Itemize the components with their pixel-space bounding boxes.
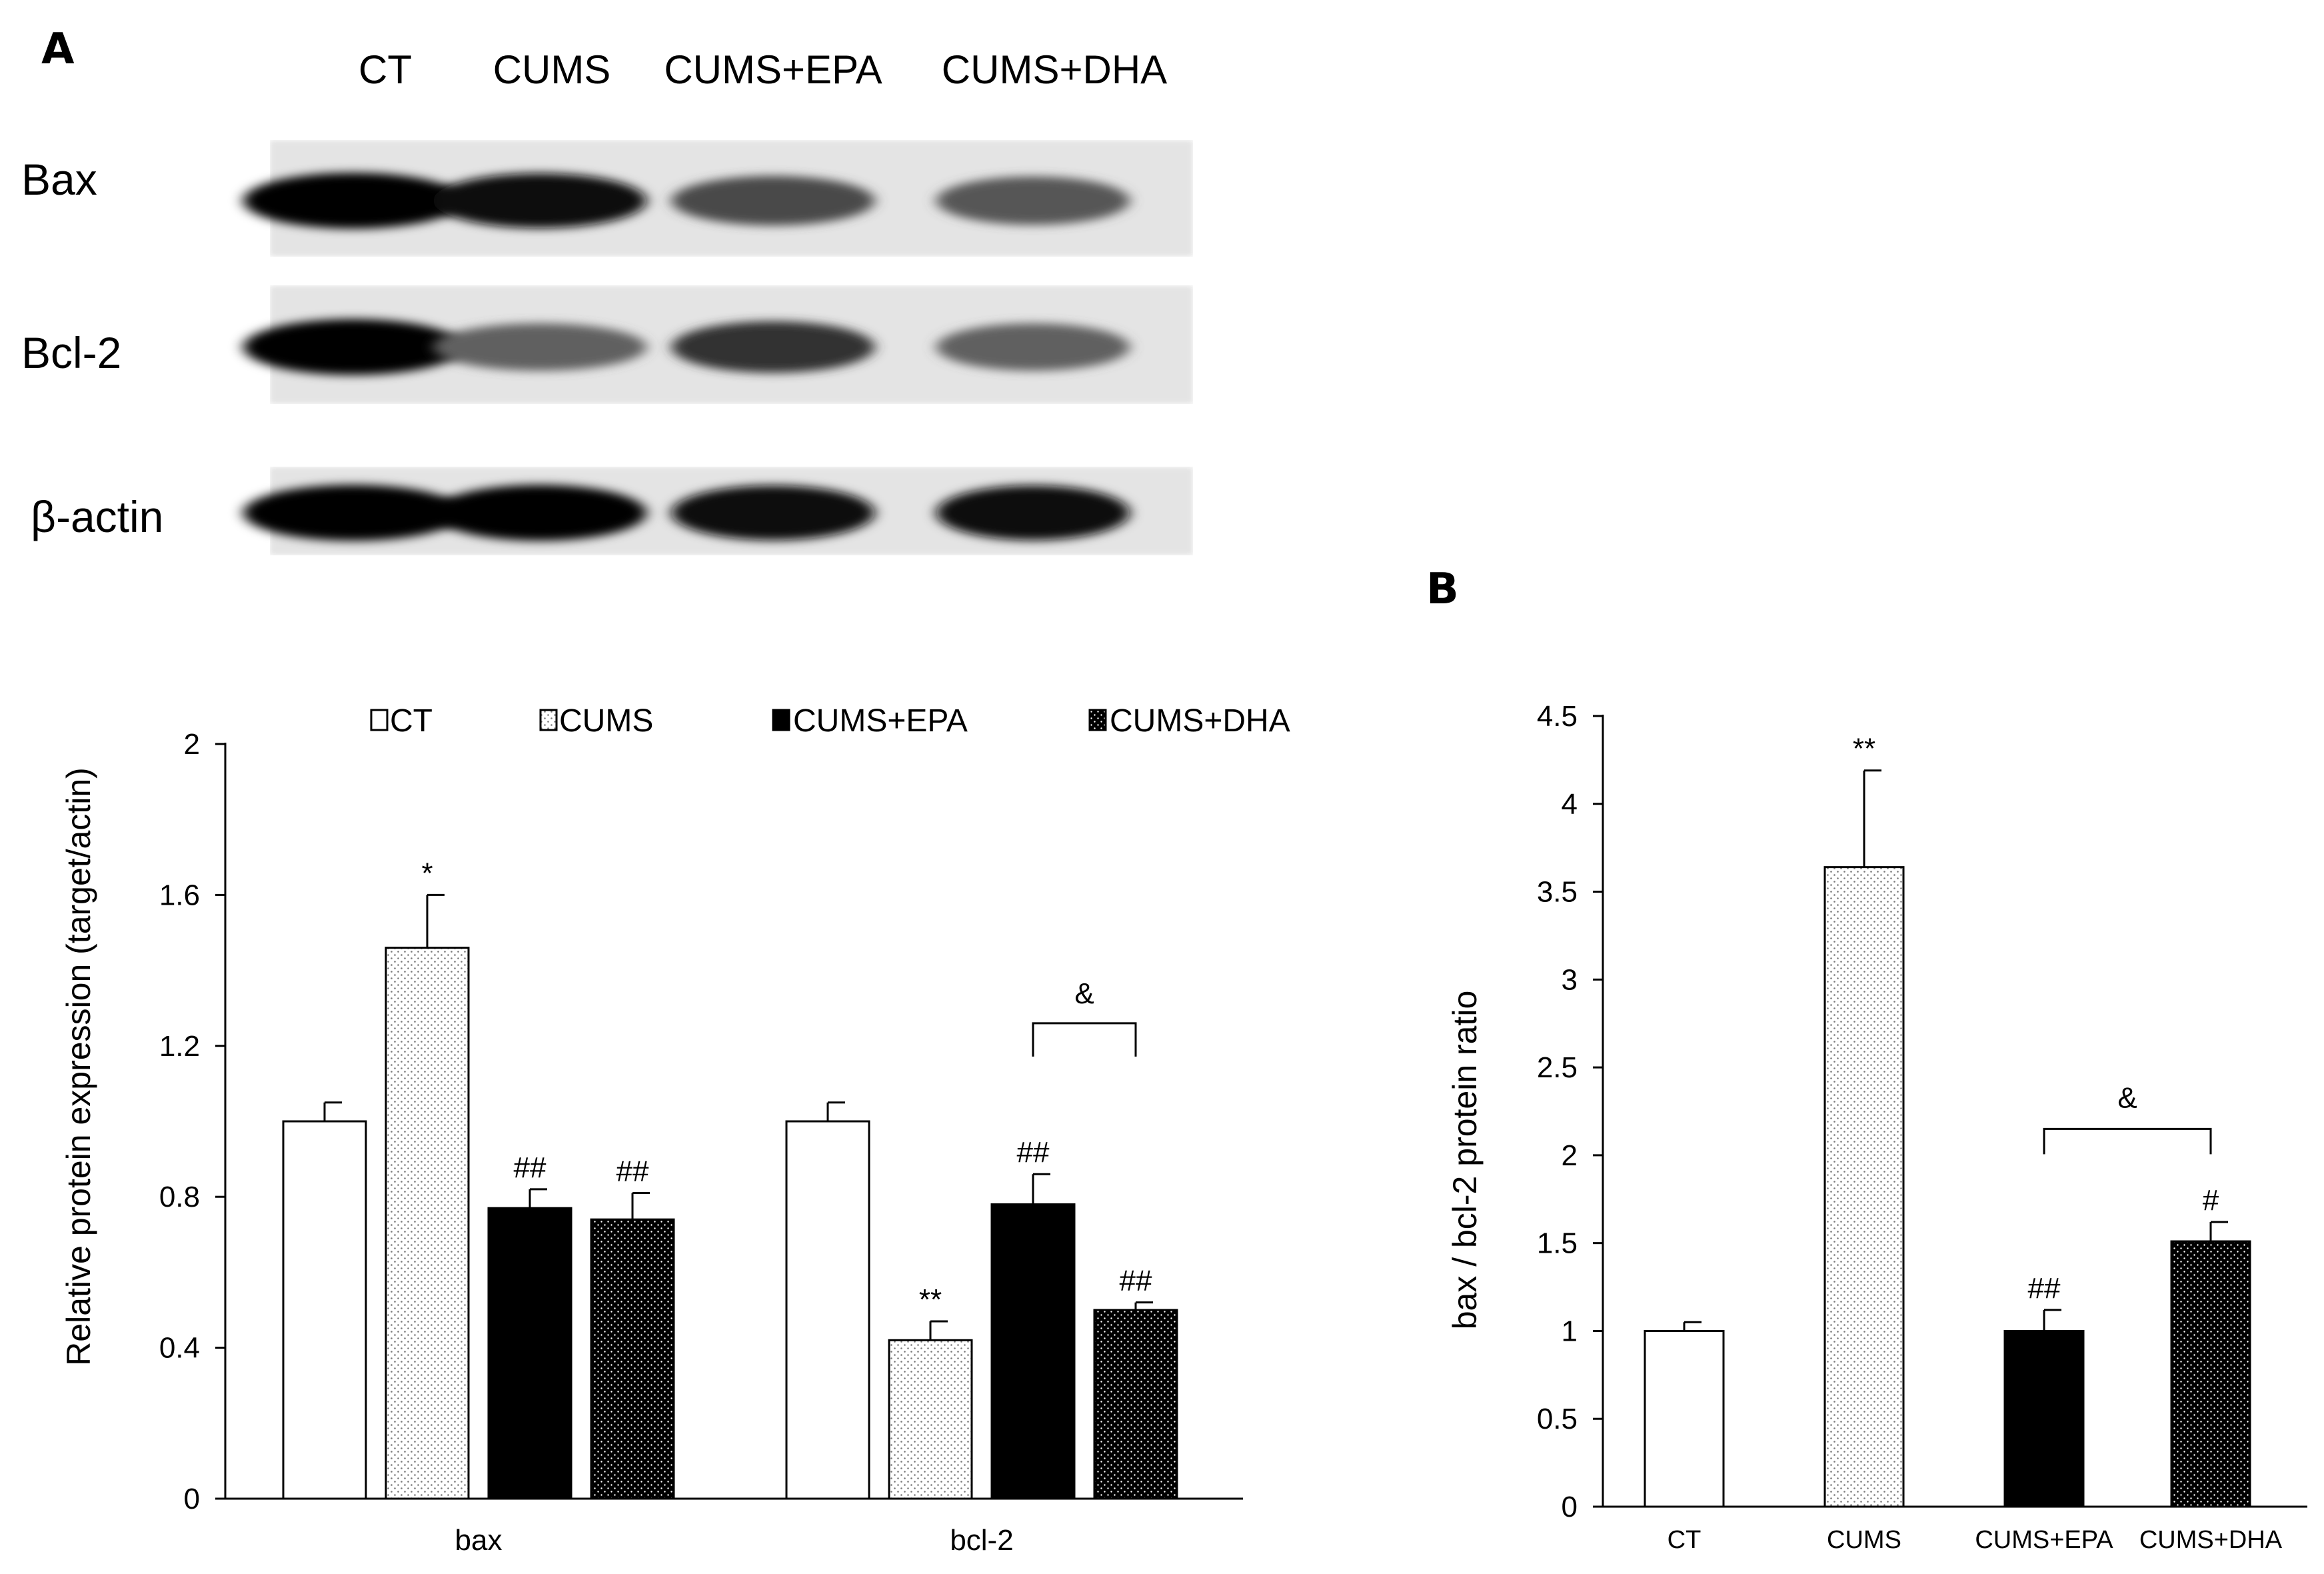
blot-band-actin-cums-dha (936, 485, 1130, 541)
chart-a-y-tick-label: 1.2 (159, 1030, 200, 1063)
chart-b-y-tick-label: 1.5 (1537, 1227, 1578, 1260)
blot-band-bax-ct (243, 173, 463, 229)
legend-swatch-cums-epa (772, 709, 790, 731)
chart-a-comparison-bracket (1032, 1022, 1137, 1057)
chart-a-y-tick-label: 1.6 (159, 879, 200, 911)
blot-band-bax-cums (433, 173, 646, 229)
chart-b-comparison-bracket (2043, 1127, 2212, 1155)
bar-bcl-2-cums-epa-significance-mark: ## (1017, 1136, 1050, 1169)
blot-strips (243, 140, 1193, 555)
chart-b-x-category-label-cums: CUMS (1827, 1526, 1901, 1554)
bar-ratio-cums-dha (2170, 1240, 2251, 1508)
chart-a-plot: 0 0.4 0.8 1.2 1.6 2 * ## ## bax ** ## ## bcl-2 & (159, 728, 1243, 1557)
chart-a-y-tick-label: 0.8 (159, 1181, 200, 1213)
chart-a-bracket-label: & (1074, 977, 1094, 1010)
blot-band-actin-cums (433, 485, 646, 541)
chart-b-y-tick-label: 4 (1562, 788, 1578, 821)
legend-swatch-cums (539, 709, 558, 731)
bar-bax-cums-dha-significance-mark: ## (616, 1155, 649, 1188)
chart-a-x-category-label-bax: bax (455, 1524, 503, 1557)
bar-bax-cums-epa (487, 1207, 573, 1500)
chart-b-y-axis-title: bax / bcl-2 protein ratio (1446, 991, 1484, 1330)
blot-strip-actin (243, 467, 1193, 555)
bar-bcl-2-cums-epa (990, 1203, 1076, 1500)
bar-ratio-cums-dha-significance-mark: # (2203, 1184, 2219, 1217)
blot-band-bax-cums-dha (936, 176, 1130, 225)
blot-row-label-bax: Bax (21, 155, 97, 204)
blot-band-bcl-2-cums-epa (671, 321, 875, 373)
panel-a-letter: A (41, 25, 75, 74)
blot-lane-label-ct: CT (359, 47, 412, 92)
chart-b: bax / bcl-2 protein ratio 0 0.5 1 1.5 2 2.5 3 3… (1446, 700, 2307, 1554)
chart-b-y-tick-label: 4.5 (1537, 700, 1578, 733)
blot-lane-labels: CT CUMS CUMS+EPA CUMS+DHA (359, 47, 1167, 92)
bar-ratio-cums-epa-significance-mark: ## (2028, 1272, 2061, 1305)
chart-b-x-category-label-cums-epa: CUMS+EPA (1975, 1526, 2113, 1554)
bar-ratio-cums (1823, 866, 1905, 1508)
chart-b-y-tick-label: 3.5 (1537, 876, 1578, 909)
legend-label-cums-epa: CUMS+EPA (793, 703, 968, 739)
bar-bax-cums-significance-mark: * (421, 857, 433, 889)
chart-a-y-tick-label: 0.4 (159, 1332, 200, 1365)
blot-row-label-beta-actin: β-actin (31, 492, 163, 541)
bar-ratio-ct (1644, 1329, 1725, 1508)
blot-band-actin-ct (243, 485, 463, 541)
blot-lane-label-cums: CUMS (493, 47, 611, 92)
legend-label-cums-dha: CUMS+DHA (1110, 703, 1290, 739)
legend-label-ct: CT (390, 703, 433, 739)
legend-swatch-ct (370, 709, 389, 731)
chart-a-x-category-label-bcl-2: bcl-2 (950, 1524, 1013, 1557)
chart-b-plot: 0 0.5 1 1.5 2 2.5 3 3.5 4 4.5 CT ** CUMS ## CUMS+EPA # C… (1537, 700, 2307, 1554)
chart-b-x-category-label-cums-dha: CUMS+DHA (2139, 1526, 2283, 1554)
chart-b-y-tick-label: 0 (1562, 1491, 1578, 1523)
chart-a-legend: CT CUMS CUMS+EPA CUMS+DHA (370, 703, 1290, 739)
chart-b-y-tick-label: 0.5 (1537, 1403, 1578, 1435)
blot-band-bax-cums-epa (671, 175, 875, 226)
bar-ratio-cums-epa (2003, 1329, 2085, 1508)
bar-bcl-2-ct (785, 1120, 870, 1500)
legend-label-cums: CUMS (559, 703, 653, 739)
blot-band-bcl-2-cums (433, 323, 646, 371)
blot-strip-bcl-2 (243, 285, 1193, 404)
bar-bcl-2-cums (888, 1339, 973, 1500)
chart-b-y-tick-label: 3 (1562, 963, 1578, 996)
chart-b-y-tick-label: 1 (1562, 1315, 1578, 1347)
bar-bcl-2-cums-significance-mark: ** (919, 1283, 942, 1316)
chart-a: CT CUMS CUMS+EPA CUMS+DHA Relative prote… (60, 703, 1290, 1557)
bar-bcl-2-cums-dha-significance-mark: ## (1120, 1265, 1152, 1297)
bar-bax-cums (385, 947, 470, 1500)
blot-row-labels: Bax Bcl-2 β-actin (21, 155, 163, 541)
western-blot: CT CUMS CUMS+EPA CUMS+DHA Bax Bcl-2 β-ac… (21, 47, 1193, 555)
bar-bax-cums-dha (590, 1218, 675, 1500)
bar-ratio-cums-significance-mark: ** (1853, 733, 1875, 765)
blot-lane-label-cums-dha: CUMS+DHA (942, 47, 1167, 92)
chart-a-y-tick-label: 0 (184, 1483, 200, 1515)
panel-b-letter: B (1426, 565, 1459, 614)
blot-row-label-bcl2: Bcl-2 (21, 328, 121, 377)
blot-strip-bax (243, 140, 1193, 257)
blot-lane-label-cums-epa: CUMS+EPA (664, 47, 882, 92)
bar-bcl-2-cums-dha (1093, 1309, 1178, 1500)
chart-b-x-category-label-ct: CT (1668, 1526, 1702, 1554)
blot-band-bcl-2-ct (243, 319, 463, 375)
blot-band-actin-cums-epa (671, 485, 875, 541)
legend-swatch-cums-dha (1088, 709, 1107, 731)
chart-b-y-tick-label: 2.5 (1537, 1051, 1578, 1084)
bar-bax-cums-epa-significance-mark: ## (514, 1151, 547, 1184)
blot-band-bcl-2-cums-dha (936, 323, 1130, 371)
chart-b-y-tick-label: 2 (1562, 1139, 1578, 1172)
chart-b-bracket-label: & (2117, 1081, 2137, 1114)
chart-a-y-tick-label: 2 (184, 728, 200, 761)
chart-a-y-axis-title: Relative protein expression (target/acti… (60, 767, 97, 1366)
bar-bax-ct (282, 1120, 367, 1500)
